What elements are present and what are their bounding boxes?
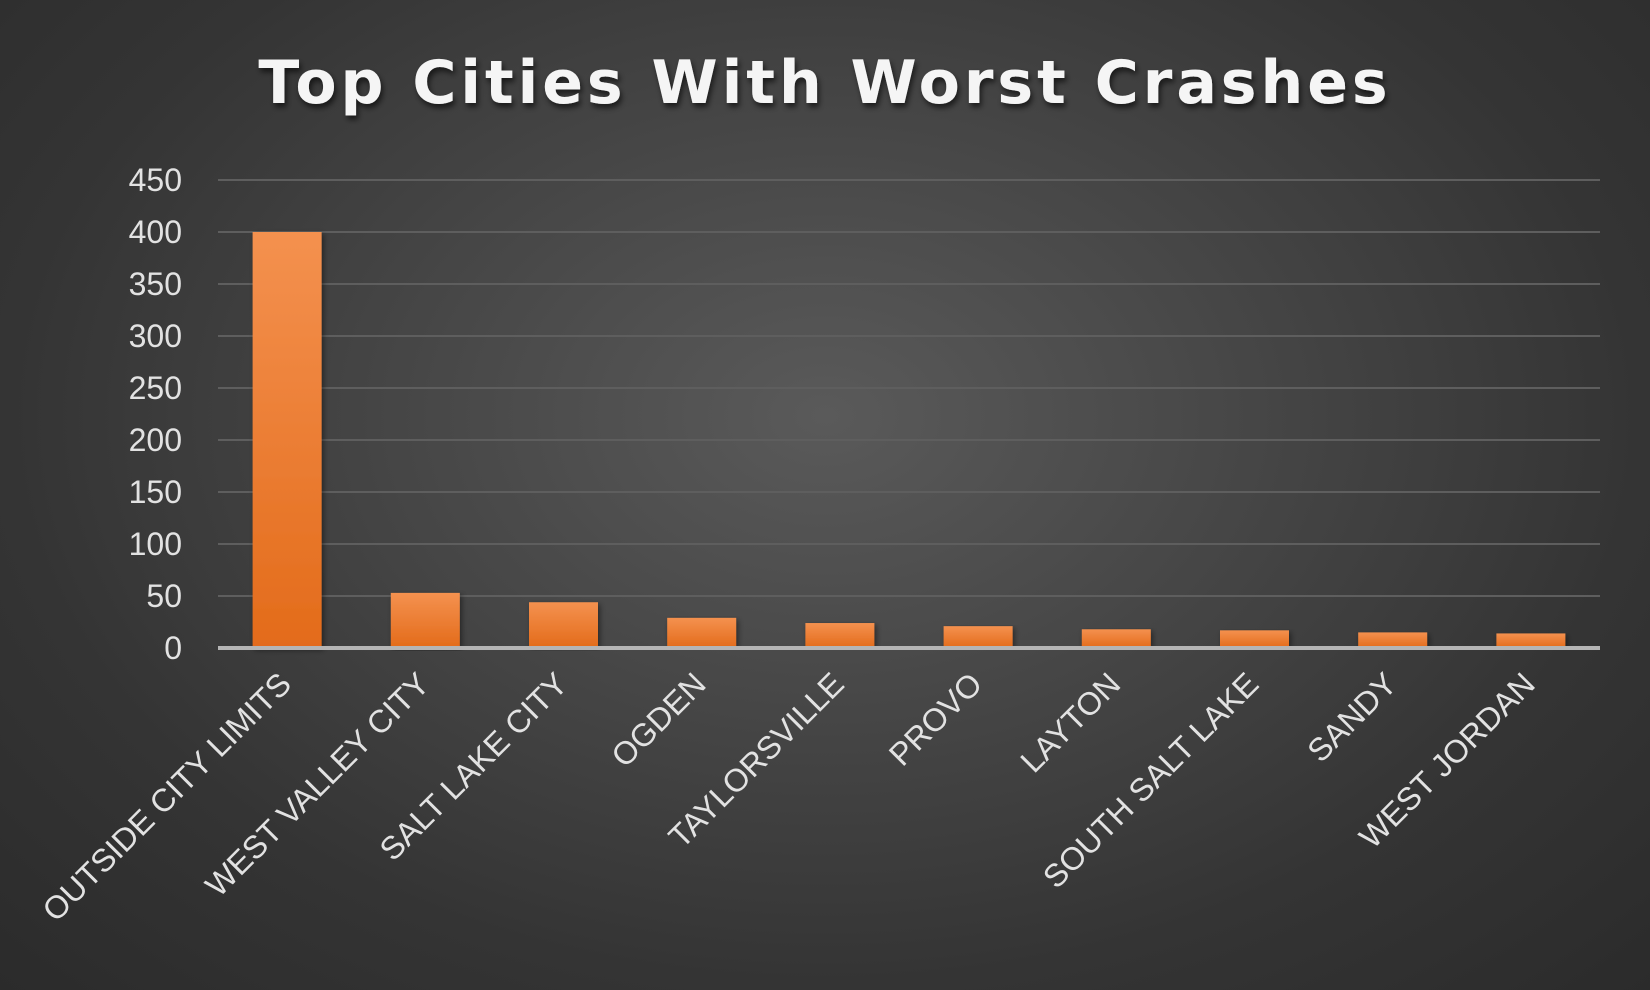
bars [252, 232, 1566, 648]
bar-7 [1220, 630, 1289, 648]
bar-9 [1496, 633, 1566, 648]
bar-8 [1358, 632, 1428, 648]
x-category-label: LAYTON [1013, 665, 1127, 779]
bar-4 [805, 623, 875, 648]
x-category-label: PROVO [882, 665, 989, 772]
y-axis-ticks: 0 50 100 150 200 250 300 350 400 450 [129, 162, 182, 666]
bar-1 [390, 592, 460, 648]
y-tick-label: 400 [129, 214, 182, 250]
x-category-label: SANDY [1300, 665, 1403, 768]
chart-title: Top Cities With Worst Crashes [258, 48, 1391, 118]
y-tick-label: 300 [129, 318, 182, 354]
x-category-label: OGDEN [604, 665, 712, 773]
gridlines [218, 179, 1600, 597]
y-tick-label: 200 [129, 422, 182, 458]
bar-6 [1081, 629, 1151, 648]
y-tick-label: 450 [129, 162, 182, 198]
bar-3 [667, 617, 737, 648]
y-tick-label: 0 [164, 630, 182, 666]
bar-5 [943, 626, 1013, 648]
x-category-label: WEST VALLEY CITY [198, 665, 436, 903]
y-tick-label: 350 [129, 266, 182, 302]
bar-2 [529, 602, 598, 648]
y-tick-label: 50 [146, 578, 182, 614]
y-tick-label: 100 [129, 526, 182, 562]
x-category-label: OUTSIDE CITY LIMITS [35, 665, 298, 928]
y-tick-label: 250 [129, 370, 182, 406]
bar-0 [252, 232, 322, 648]
y-tick-label: 150 [129, 474, 182, 510]
